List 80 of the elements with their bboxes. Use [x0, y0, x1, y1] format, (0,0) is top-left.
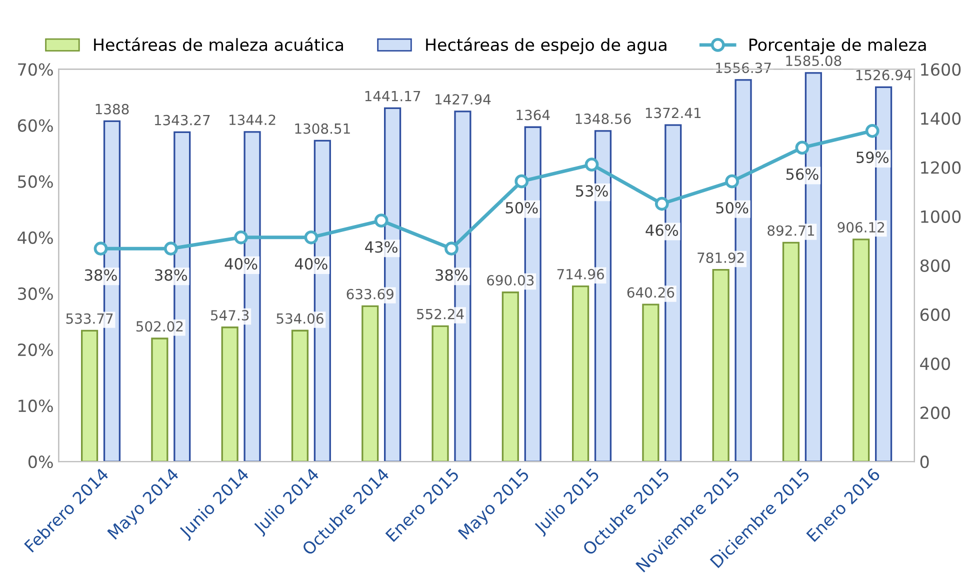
- data-label: 502.02: [136, 321, 183, 332]
- y-tick-label: 0%: [28, 456, 53, 468]
- point: [374, 214, 388, 228]
- y-tick-label: 60%: [18, 119, 53, 132]
- y2-tick-label: 800: [920, 259, 950, 272]
- bar: [221, 326, 238, 462]
- y-tick-label: 70%: [18, 63, 53, 76]
- bar: [432, 325, 449, 462]
- y2-tick-label: 1600: [921, 63, 961, 76]
- bar: [291, 330, 309, 462]
- data-label: 1343.27: [154, 114, 210, 126]
- y2-tick-label: 600: [920, 308, 950, 322]
- bar: [80, 330, 98, 462]
- bar: [502, 292, 519, 462]
- data-label: 50%: [716, 202, 748, 214]
- point: [514, 174, 529, 188]
- data-label: 46%: [646, 224, 678, 236]
- data-label: 1372.41: [646, 108, 701, 118]
- data-label: 714.96: [557, 268, 604, 280]
- data-label: 43%: [365, 241, 398, 253]
- point: [725, 174, 740, 188]
- point: [164, 242, 178, 256]
- data-label: 533.77: [66, 313, 113, 324]
- data-label: 534.06: [276, 313, 324, 324]
- y-tick-label: 40%: [18, 231, 53, 244]
- data-label: 1348.56: [576, 114, 631, 124]
- point: [865, 124, 880, 138]
- bar: [712, 269, 730, 462]
- data-label: 781.92: [698, 252, 744, 263]
- data-label: 892.71: [768, 225, 814, 236]
- legend-label: Hectáreas de espejo de agua: [426, 37, 666, 54]
- data-label: 1308.51: [295, 123, 350, 134]
- y2-tick-label: 1200: [921, 161, 961, 174]
- data-label: 906.12: [838, 222, 884, 233]
- legend-label: Porcentaje de maleza: [749, 38, 926, 54]
- data-label: 38%: [436, 269, 468, 281]
- y2-tick-label: 0: [920, 456, 929, 468]
- y2-tick-label: 1400: [921, 112, 961, 125]
- y2-tick-label: 400: [920, 357, 950, 370]
- bar: [782, 242, 800, 462]
- data-label: 1526.94: [856, 70, 912, 80]
- data-label: 690.03: [487, 275, 534, 286]
- data-label: 1441.17: [365, 91, 420, 102]
- data-label: 40%: [294, 258, 328, 270]
- data-label: 1556.37: [716, 62, 771, 74]
- point: [584, 158, 599, 172]
- bar: [572, 285, 590, 462]
- point: [444, 242, 458, 256]
- y2-tick-label: 1000: [921, 210, 961, 223]
- point: [304, 230, 318, 244]
- data-label: 1388: [96, 104, 129, 114]
- data-label: 38%: [155, 269, 188, 281]
- data-label: 53%: [576, 185, 608, 197]
- data-label: 552.24: [417, 308, 464, 320]
- data-label: 40%: [224, 258, 258, 270]
- data-label: 38%: [84, 269, 117, 281]
- bar: [852, 238, 870, 462]
- data-label: 547.3: [211, 310, 249, 321]
- data-label: 1585.08: [786, 56, 842, 66]
- point: [234, 230, 248, 244]
- y-tick-label: 50%: [18, 175, 53, 188]
- y-tick-label: 20%: [18, 343, 53, 356]
- data-label: 1427.94: [436, 94, 491, 105]
- bar: [151, 338, 168, 462]
- bar: [362, 305, 379, 462]
- data-label: 59%: [856, 152, 888, 164]
- y-tick-label: 10%: [18, 400, 53, 412]
- point: [94, 242, 108, 256]
- point: [795, 140, 810, 155]
- point: [654, 196, 669, 211]
- data-label: 1364: [516, 110, 550, 120]
- bar: [642, 304, 660, 462]
- y-tick-label: 30%: [18, 287, 53, 300]
- data-label: 640.26: [627, 287, 674, 298]
- data-label: 56%: [786, 168, 818, 180]
- data-label: 50%: [506, 202, 538, 214]
- legend-label: Hectáreas de maleza acuática: [94, 37, 343, 52]
- data-label: 1344.2: [230, 114, 276, 126]
- data-label: 633.69: [346, 288, 394, 300]
- y2-tick-label: 200: [920, 406, 950, 420]
